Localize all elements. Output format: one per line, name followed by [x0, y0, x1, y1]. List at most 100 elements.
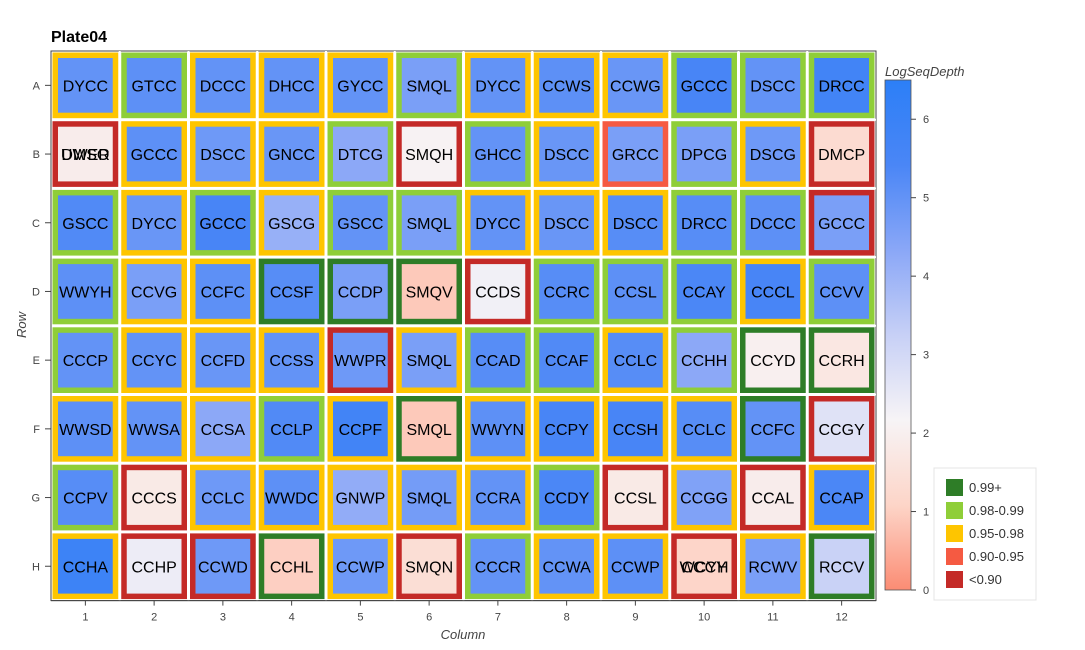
- well-depth-fill: [470, 195, 526, 251]
- well-G2: CCCS: [121, 464, 187, 531]
- well-E3: CCFD: [190, 327, 256, 393]
- well-C4: GSCG: [258, 189, 325, 256]
- well-F6: SMQL: [396, 396, 462, 462]
- well-label: WWDC: [265, 491, 318, 508]
- well-depth-fill: [745, 401, 801, 457]
- well-depth-fill: [539, 126, 594, 182]
- well-F11: CCFC: [740, 396, 806, 462]
- well-B12: DMCP: [808, 121, 875, 187]
- well-F8: CCPY: [533, 396, 600, 462]
- well-depth-fill: [608, 195, 663, 251]
- colorbar-tick-label: 1: [923, 507, 929, 519]
- well-label: CCHA: [63, 559, 109, 576]
- well-label: DSCC: [544, 216, 589, 233]
- well-B5: DTCG: [327, 121, 394, 187]
- well-C2: DYCC: [121, 189, 187, 256]
- well-depth-fill: [333, 126, 388, 182]
- well-H5: CCWP: [327, 533, 394, 600]
- well-H8: CCWA: [533, 533, 600, 600]
- well-label: GNWP: [335, 491, 385, 508]
- well-label: CCWD: [198, 559, 248, 576]
- well-depth-fill: [126, 58, 182, 113]
- well-C8: DSCC: [533, 189, 600, 256]
- well-label: DCCC: [750, 216, 796, 233]
- well-C5: GSCC: [327, 189, 394, 256]
- well-label: WWPR: [334, 353, 386, 370]
- well-label: CCYD: [750, 353, 795, 370]
- well-label: GHCC: [474, 147, 521, 164]
- well-F1: WWSD: [52, 396, 119, 462]
- well-depth-fill: [608, 332, 663, 388]
- well-D4: CCSF: [258, 258, 325, 325]
- well-C7: DYCC: [465, 189, 531, 256]
- well-label: CCPY: [544, 422, 589, 439]
- well-depth-fill: [333, 401, 388, 457]
- well-label: SMQH: [405, 147, 453, 164]
- colorbar-tick-label: 0: [923, 585, 929, 597]
- well-D7: CCDS: [465, 258, 531, 325]
- well-depth-fill: [58, 401, 113, 457]
- well-depth-fill: [195, 195, 251, 251]
- well-depth-fill: [539, 195, 594, 251]
- well-depth-fill: [126, 538, 182, 594]
- well-B7: GHCC: [465, 121, 531, 187]
- well-depth-fill: [745, 470, 801, 525]
- legend-swatch: [946, 479, 963, 496]
- well-F5: CCPF: [327, 396, 394, 462]
- well-label: DYCC: [63, 78, 108, 95]
- well-H6: SMQN: [396, 533, 462, 600]
- x-tick-label: 2: [151, 612, 157, 624]
- well-depth-fill: [745, 195, 801, 251]
- well-label: CCCP: [63, 353, 108, 370]
- well-F2: WWSA: [121, 396, 187, 462]
- well-label: SMQL: [406, 422, 451, 439]
- well-C3: GCCC: [190, 189, 256, 256]
- well-label: SMQN: [405, 559, 453, 576]
- well-label: CCSA: [201, 422, 246, 439]
- well-G8: CCDY: [533, 464, 600, 531]
- well-depth-fill: [608, 470, 663, 525]
- well-H7: CCCR: [465, 533, 531, 600]
- well-G7: CCRA: [465, 464, 531, 531]
- well-depth-fill: [470, 126, 526, 182]
- well-label: CCCY: [681, 559, 727, 576]
- legend-label: 0.98-0.99: [969, 503, 1024, 518]
- well-D3: CCFC: [190, 258, 256, 325]
- well-D1: WWYH: [52, 258, 119, 325]
- well-label: GCCC: [131, 147, 178, 164]
- legend-label: <0.90: [969, 572, 1002, 587]
- well-label: CCVG: [131, 284, 177, 301]
- well-label: UWER: [61, 147, 110, 164]
- legend-swatch: [946, 571, 963, 588]
- x-tick-label: 8: [564, 612, 570, 624]
- well-E9: CCLC: [602, 327, 669, 393]
- well-depth-fill: [608, 401, 663, 457]
- well-label: WWSD: [59, 422, 111, 439]
- well-E1: CCCP: [52, 327, 119, 393]
- well-F7: WWYN: [465, 396, 531, 462]
- well-C9: DSCC: [602, 189, 669, 256]
- well-label: RCCV: [819, 559, 865, 576]
- well-depth-fill: [676, 58, 732, 113]
- well-label: SMQL: [406, 216, 451, 233]
- well-label: GCCC: [199, 216, 246, 233]
- well-depth-fill: [608, 126, 663, 182]
- x-tick-label: 7: [495, 612, 501, 624]
- well-label: DSCG: [750, 147, 796, 164]
- well-depth-fill: [126, 195, 182, 251]
- well-depth-fill: [470, 538, 526, 594]
- well-depth-fill: [814, 126, 869, 182]
- legend-label: 0.99+: [969, 480, 1002, 495]
- well-label: CCYC: [131, 353, 176, 370]
- well-A5: GYCC: [327, 52, 394, 119]
- well-H4: CCHL: [258, 533, 325, 600]
- well-label: GCCC: [818, 216, 865, 233]
- y-tick-label: D: [32, 286, 40, 298]
- well-label: CCFC: [201, 284, 245, 301]
- well-label: DMCP: [818, 147, 865, 164]
- well-depth-fill: [676, 195, 732, 251]
- x-axis-title: Column: [441, 627, 486, 642]
- well-depth-fill: [539, 332, 594, 388]
